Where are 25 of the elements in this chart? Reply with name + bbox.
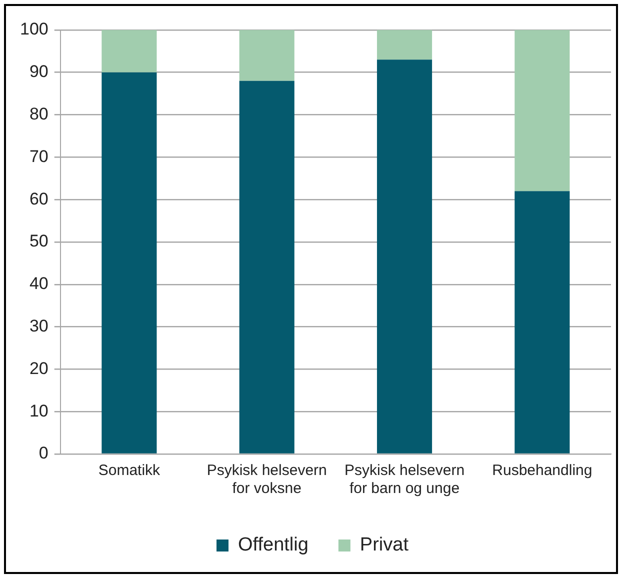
y-tick-label: 30: [29, 316, 48, 336]
bar: [514, 30, 570, 192]
bar: [102, 72, 157, 454]
y-tick-label: 80: [29, 104, 48, 124]
bar: [239, 30, 294, 81]
x-tick-label: Somatikk: [98, 462, 161, 480]
y-tick-label: 90: [29, 62, 48, 82]
x-tick-label: Rusbehandling: [492, 462, 592, 480]
y-tick-label: 40: [29, 274, 48, 294]
bar: [239, 80, 294, 454]
bar: [376, 60, 432, 454]
legend-label: Offentlig: [238, 534, 308, 556]
x-tick-label: Psykisk helsevern for barn og unge: [344, 462, 465, 498]
x-tick-label: Psykisk helsevern for voksne: [206, 462, 327, 498]
bar: [102, 30, 157, 72]
bar: [376, 30, 432, 60]
y-tick-label: 0: [38, 444, 48, 463]
y-tick-label: 10: [29, 401, 48, 420]
bar: [514, 191, 570, 454]
legend-label: Privat: [360, 534, 410, 556]
y-tick-label: 50: [29, 232, 48, 251]
y-tick-label: 100: [20, 20, 48, 39]
y-tick-label: 60: [29, 189, 48, 208]
y-tick-label: 20: [29, 358, 48, 378]
y-tick-label: 70: [29, 146, 48, 166]
